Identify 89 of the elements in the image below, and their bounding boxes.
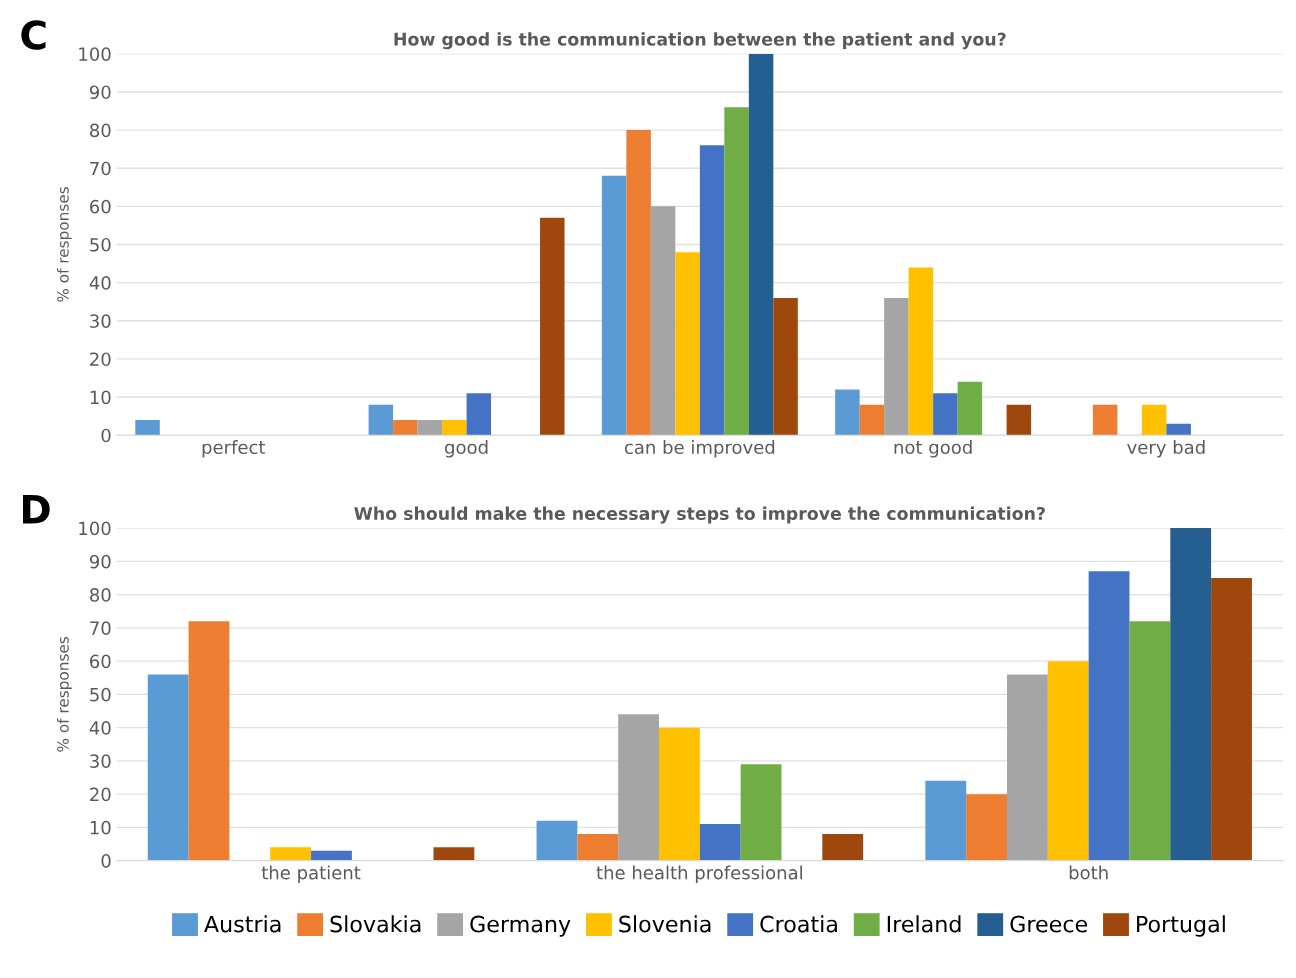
bar [1088, 571, 1130, 861]
bar [884, 297, 909, 436]
y-tick-label: 100 [79, 47, 111, 61]
y-tick-label: 20 [90, 787, 111, 802]
bar [442, 419, 467, 436]
x-tick-label: both [1069, 865, 1108, 880]
legend-label: Ireland [887, 915, 961, 933]
bar [1141, 404, 1167, 436]
bar [957, 381, 983, 436]
x-tick-label: can be improved [624, 440, 775, 458]
bar [773, 297, 798, 436]
bar [908, 267, 934, 436]
legend-label: Slovenia [619, 915, 711, 933]
y-tick-label: 70 [90, 621, 111, 635]
bar [540, 217, 565, 436]
y-tick-label: 100 [79, 521, 111, 536]
y-tick-label: 50 [90, 237, 111, 252]
x-tick-label: the health professional [596, 865, 802, 883]
bar [1006, 404, 1032, 436]
bar [699, 824, 741, 861]
y-tick-label: 90 [89, 85, 111, 100]
y-tick-label: 50 [90, 687, 111, 702]
y-tick-label: 20 [90, 352, 111, 367]
legend-label: Greece [1010, 915, 1088, 933]
x-tick-label: the patient [261, 865, 361, 883]
y-tick-label: 30 [90, 314, 111, 328]
y-tick-label: 10 [90, 820, 111, 835]
bar [1170, 528, 1212, 861]
bar [859, 404, 885, 436]
bar [577, 834, 619, 861]
y-tick-label: 90 [89, 554, 111, 569]
bar [1047, 661, 1089, 861]
bar [933, 393, 958, 436]
bar [724, 107, 749, 436]
bar [393, 419, 418, 436]
y-tick-label: 60 [90, 199, 111, 214]
x-tick-label: perfect [202, 440, 266, 458]
bar [1211, 578, 1252, 861]
bar [270, 847, 312, 861]
bar [675, 252, 700, 436]
bar [699, 145, 725, 436]
bar [188, 621, 230, 861]
x-tick-label: not good [894, 440, 972, 458]
bar [822, 834, 864, 861]
legend-label: Portugal [1137, 915, 1225, 937]
bar [147, 674, 189, 861]
bar [311, 850, 352, 861]
chart-title: How good is the communication between the patient and you? [394, 32, 1006, 50]
legend-label: Germany [470, 915, 571, 937]
y-axis-title: % of responses [56, 636, 72, 752]
y-tick-label: 10 [90, 390, 111, 405]
bar [925, 780, 967, 861]
y-tick-label: 30 [90, 754, 111, 768]
bar [1006, 674, 1048, 861]
x-tick-label: very bad [1127, 440, 1205, 458]
bar [135, 419, 160, 436]
bar [740, 764, 782, 861]
bar [650, 206, 676, 436]
y-tick-label: 0 [101, 854, 111, 868]
chart-title: Who should make the necessary steps to improve the communication? [354, 506, 1045, 524]
bar [601, 175, 627, 436]
bar [659, 727, 700, 861]
bar [1092, 404, 1118, 436]
bar [536, 820, 578, 861]
y-tick-label: 70 [90, 161, 111, 176]
bar [618, 714, 660, 861]
bar [966, 794, 1007, 861]
y-tick-label: 0 [101, 428, 111, 443]
y-tick-label: 80 [90, 588, 111, 602]
bar [417, 419, 443, 436]
bar [1129, 621, 1171, 861]
legend-label: Slovakia [330, 915, 421, 933]
legend-label: Austria [204, 915, 281, 933]
y-tick-label: 40 [89, 276, 111, 290]
bar [433, 847, 475, 861]
x-tick-label: good [445, 440, 488, 458]
y-tick-label: 80 [90, 123, 111, 138]
y-tick-label: 60 [90, 654, 111, 669]
text: C [21, 20, 46, 50]
bar [626, 130, 651, 436]
bar [748, 53, 774, 436]
bar [1166, 423, 1191, 436]
y-tick-label: 40 [89, 721, 111, 735]
bar [835, 389, 860, 436]
text: D [23, 495, 50, 524]
bar [466, 393, 492, 436]
bar [368, 404, 394, 436]
y-axis-title: % of responses [56, 187, 72, 302]
legend-label: Croatia [760, 915, 837, 933]
